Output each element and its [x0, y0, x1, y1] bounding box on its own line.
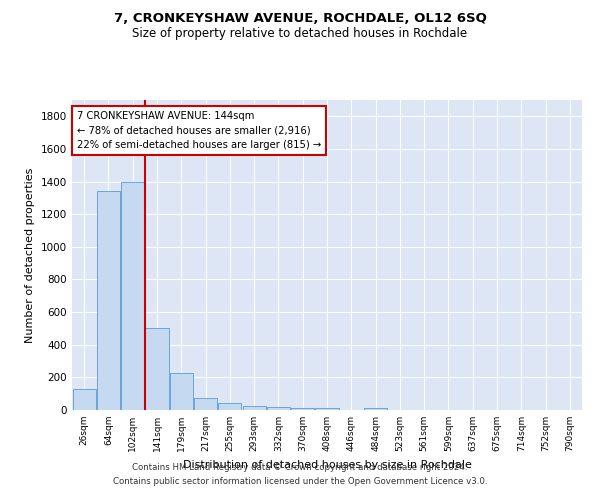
Bar: [291, 408, 314, 410]
Bar: [316, 408, 338, 410]
Bar: [97, 192, 120, 410]
Bar: [73, 389, 95, 410]
Text: 7 CRONKEYSHAW AVENUE: 144sqm
← 78% of detached houses are smaller (2,916)
22% of: 7 CRONKEYSHAW AVENUE: 144sqm ← 78% of de…: [77, 111, 322, 150]
Text: Contains public sector information licensed under the Open Government Licence v3: Contains public sector information licen…: [113, 477, 487, 486]
Text: Contains HM Land Registry data © Crown copyright and database right 2024.: Contains HM Land Registry data © Crown c…: [132, 464, 468, 472]
Text: 7, CRONKEYSHAW AVENUE, ROCHDALE, OL12 6SQ: 7, CRONKEYSHAW AVENUE, ROCHDALE, OL12 6S…: [113, 12, 487, 26]
Bar: [194, 398, 217, 410]
Bar: [267, 407, 290, 410]
Bar: [170, 374, 193, 410]
Bar: [364, 408, 387, 410]
X-axis label: Distribution of detached houses by size in Rochdale: Distribution of detached houses by size …: [182, 460, 472, 469]
Bar: [218, 404, 241, 410]
Text: Size of property relative to detached houses in Rochdale: Size of property relative to detached ho…: [133, 28, 467, 40]
Bar: [121, 182, 144, 410]
Bar: [145, 328, 169, 410]
Bar: [242, 406, 266, 410]
Y-axis label: Number of detached properties: Number of detached properties: [25, 168, 35, 342]
